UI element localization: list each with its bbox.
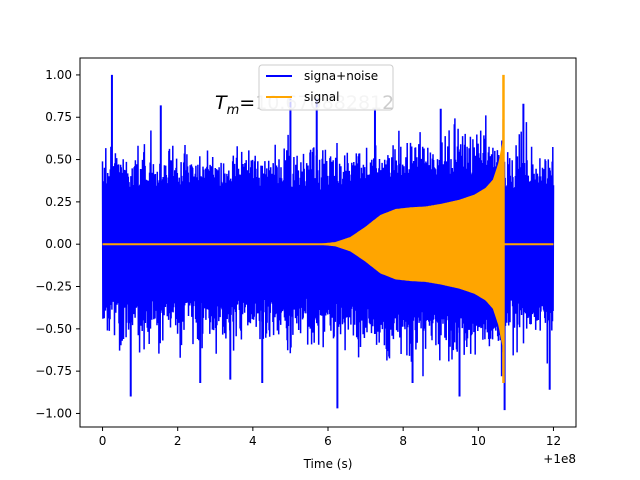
x-tick-label: 4 bbox=[249, 434, 257, 448]
x-offset-label: +1e8 bbox=[543, 452, 576, 466]
legend-label-signal: signal bbox=[304, 90, 340, 104]
legend-box bbox=[258, 64, 394, 111]
y-tick-label: −1.00 bbox=[35, 406, 72, 420]
y-tick-label: 0.00 bbox=[45, 237, 72, 251]
y-tick-label: 0.25 bbox=[45, 195, 72, 209]
annotation-equals: = bbox=[239, 92, 255, 114]
x-tick-label: 10 bbox=[471, 434, 486, 448]
series-signal bbox=[102, 74, 554, 383]
x-tick-label: 8 bbox=[399, 434, 407, 448]
x-tick-label: 0 bbox=[99, 434, 107, 448]
x-tick-label: 12 bbox=[546, 434, 561, 448]
y-tick-label: −0.75 bbox=[35, 364, 72, 378]
y-tick-label: −0.50 bbox=[35, 322, 72, 336]
legend: signa+noise signal bbox=[258, 64, 394, 111]
x-tick-label: 6 bbox=[324, 434, 332, 448]
annotation-subscript: m bbox=[227, 103, 240, 118]
legend-label-signa-noise: signa+noise bbox=[304, 69, 378, 83]
y-tick-label: 0.50 bbox=[45, 153, 72, 167]
y-tick-label: 0.75 bbox=[45, 110, 72, 124]
annotation-prefix: T bbox=[215, 92, 228, 114]
x-tick-label: 2 bbox=[174, 434, 182, 448]
plot-area bbox=[101, 74, 555, 411]
y-axis: −1.00 −0.75 −0.50 −0.25 0.00 0.25 0.50 0.75 1.00 bbox=[35, 68, 80, 420]
y-tick-label: −0.25 bbox=[35, 280, 72, 294]
x-axis-label: Time (s) bbox=[303, 457, 353, 471]
x-axis: 0 2 4 6 8 10 12 bbox=[99, 427, 561, 448]
y-tick-label: 1.00 bbox=[45, 68, 72, 82]
